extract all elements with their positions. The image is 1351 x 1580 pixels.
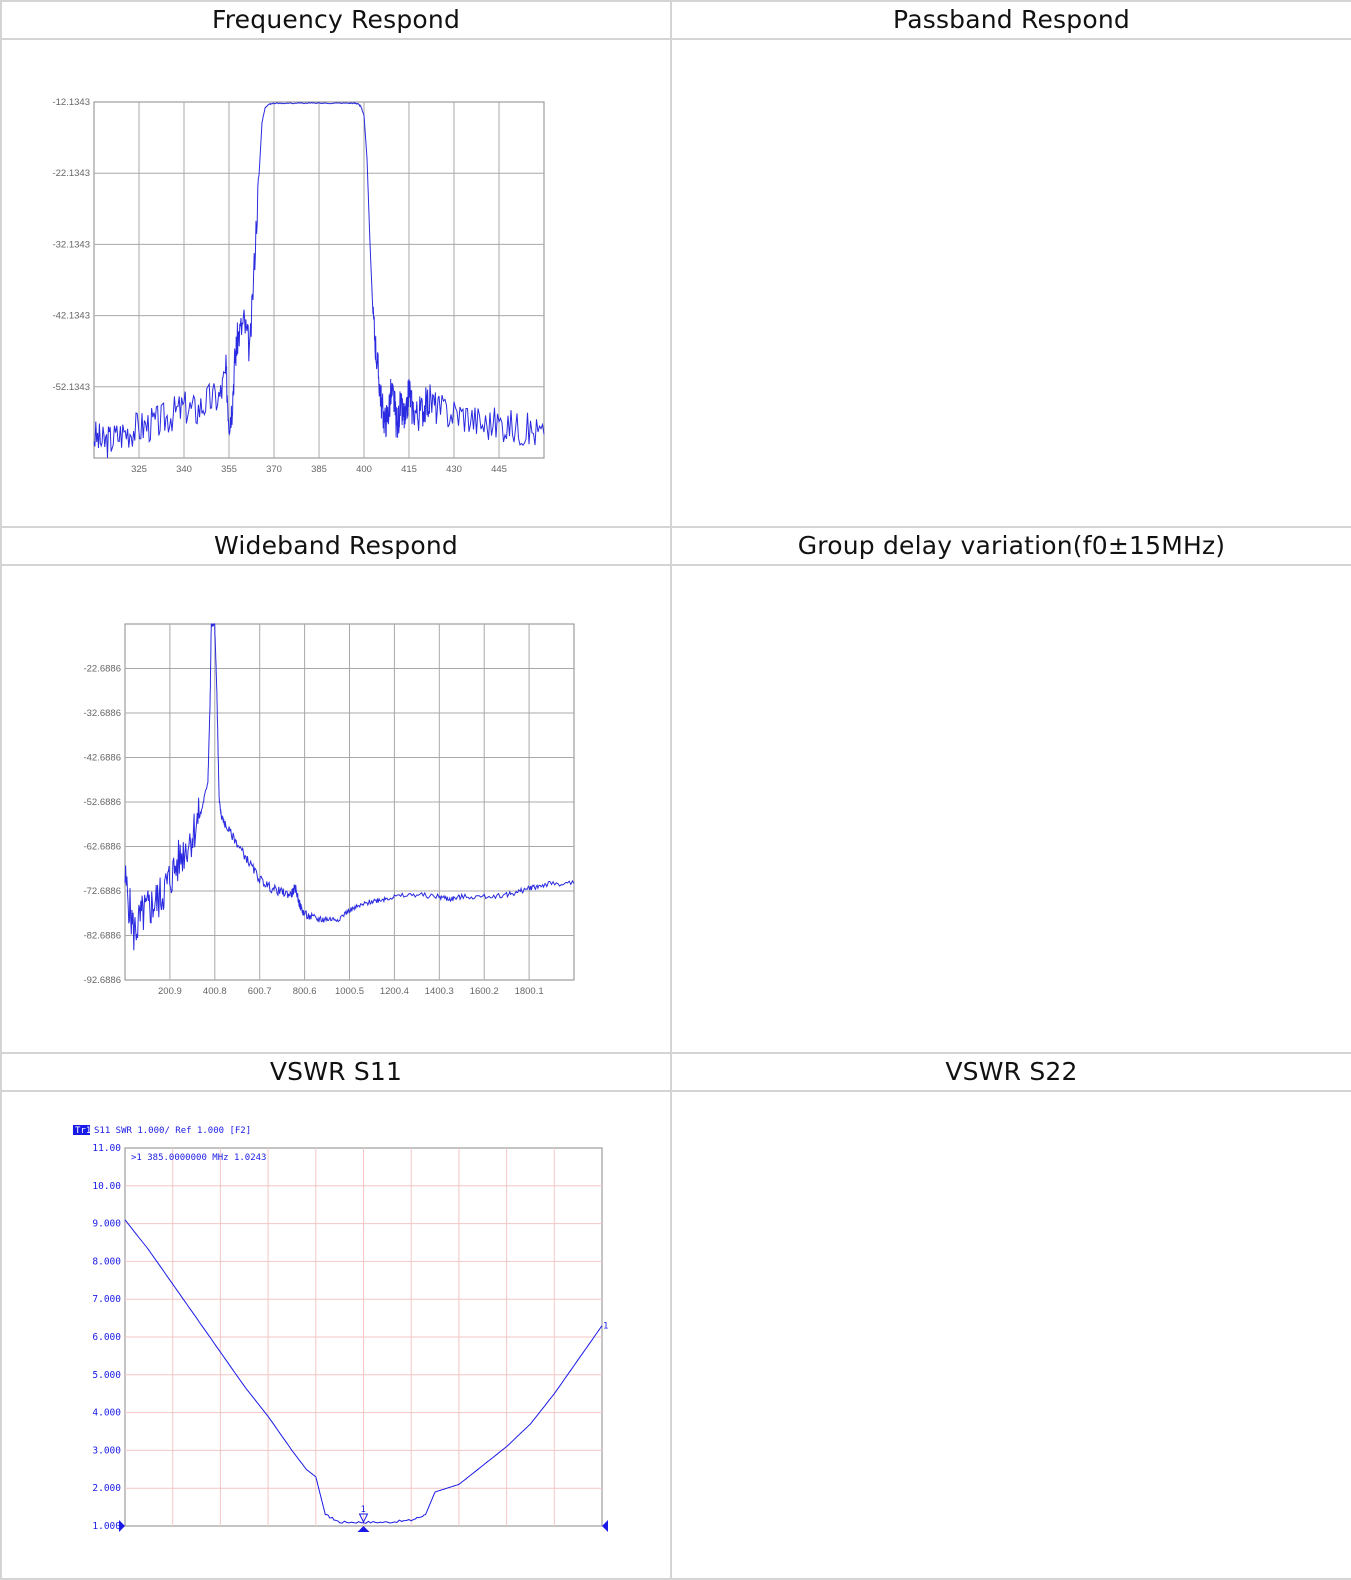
s11-y-tick-label: 7.000: [92, 1294, 121, 1305]
freq-series-line: [93, 102, 545, 459]
freq-x-tick-label: 385: [311, 464, 327, 475]
passband-respond-title: Passband Respond: [670, 0, 1351, 40]
wide-y-tick-label: -72.6886: [83, 886, 121, 897]
frequency-respond-cell: -12.1343 -22.1343 -32.1343 -42.1343 -52.1343…: [0, 38, 672, 528]
freq-y-tick-label: -52.1343: [52, 382, 90, 393]
vswr-s22-chart: 11.0010.009.0008.0007.0006.0005.0004.000…: [672, 1092, 1351, 1578]
vswr-s11-cell: 11.00 10.00 9.000 8.000 7.000 6.000 5.000 4.000…: [0, 1090, 672, 1580]
wide-series-line: [124, 622, 575, 951]
s11-trace-tag: Tr1: [75, 1126, 91, 1136]
s11-y-tick-label: 3.000: [92, 1445, 121, 1456]
wideband-respond-cell: -22.6886 -32.6886 -42.6886 -52.6886 -62.6886…: [0, 564, 672, 1054]
passband-respond-cell: -7-8-9-10-11-12-13-14-15-163.43.53.63.73…: [670, 38, 1351, 528]
freq-y-tick-label: -42.1343: [52, 311, 90, 322]
s11-series-line: [124, 1219, 603, 1524]
s11-y-tick-label: 6.000: [92, 1332, 121, 1343]
group-delay-title: Group delay variation(f0±15MHz): [670, 526, 1351, 566]
freq-x-tick-label: 400: [356, 464, 372, 475]
freq-x-tick-label: 355: [221, 464, 237, 475]
s11-y-tick-label: 9.000: [92, 1219, 121, 1230]
freq-y-tick-label: -32.1343: [52, 239, 90, 250]
s11-y-tick-label: 11.00: [92, 1143, 121, 1154]
s11-y-tick-label: 4.000: [92, 1408, 121, 1419]
vswr-s22-title: VSWR S22: [670, 1052, 1351, 1092]
wide-x-tick-label: 600.7: [248, 986, 272, 997]
vswr-s11-chart: 11.00 10.00 9.000 8.000 7.000 6.000 5.000 4.000…: [73, 1125, 608, 1532]
s11-trace-tag-bg: [73, 1125, 90, 1135]
group-delay-chart: 133.5n*103.5n73.47n43.47n13.47n-16.53n-4…: [672, 566, 1351, 1052]
s11-ref-arrow-left: [119, 1520, 125, 1532]
wide-x-tick-label: 400.8: [203, 986, 227, 997]
freq-x-tick-label: 430: [446, 464, 462, 475]
s11-y-tick-label: 5.000: [92, 1370, 121, 1381]
wide-y-tick-label: -32.6886: [83, 708, 121, 719]
s11-marker-triangle: [358, 1513, 369, 1524]
freq-y-tick-label: -22.1343: [52, 168, 90, 179]
wide-y-tick-label: -82.6886: [83, 931, 121, 942]
s11-y-tick-label: 10.00: [92, 1181, 121, 1192]
s11-y-tick-label: 8.000: [92, 1256, 121, 1267]
vswr-s22-cell: 11.0010.009.0008.0007.0006.0005.0004.000…: [670, 1090, 1351, 1580]
freq-x-tick-label: 415: [401, 464, 417, 475]
wide-y-tick-label: -42.6886: [83, 753, 121, 764]
wide-y-tick-label: -92.6886: [83, 975, 121, 986]
freq-x-tick-label: 370: [266, 464, 282, 475]
wide-y-tick-label: -52.6886: [83, 797, 121, 808]
wide-x-tick-label: 800.6: [293, 986, 317, 997]
frequency-respond-chart: -12.1343 -22.1343 -32.1343 -42.1343 -52.1343…: [52, 97, 545, 475]
freq-x-tick-label: 325: [131, 464, 147, 475]
s11-bottom-marker: [357, 1526, 370, 1532]
s11-ref-arrow-right: [602, 1520, 608, 1532]
wide-x-tick-label: 1000.5: [335, 986, 364, 997]
freq-x-tick-label: 445: [491, 464, 507, 475]
s11-y-tick-label: 2.000: [92, 1483, 121, 1494]
passband-respond-chart: -7-8-9-10-11-12-13-14-15-163.43.53.63.73…: [672, 40, 1351, 526]
s11-marker-readout: >1 385.0000000 MHz 1.0243: [131, 1153, 266, 1163]
wide-x-tick-label: 1200.4: [380, 986, 409, 997]
freq-x-tick-label: 340: [176, 464, 192, 475]
s11-end-label: 1: [603, 1322, 608, 1332]
group-delay-cell: 133.5n*103.5n73.47n43.47n13.47n-16.53n-4…: [670, 564, 1351, 1054]
wideband-respond-chart: -22.6886 -32.6886 -42.6886 -52.6886 -62.6886…: [83, 622, 575, 997]
s11-marker-label: 1: [361, 1505, 366, 1515]
wide-y-tick-label: -22.6886: [83, 664, 121, 675]
wide-x-tick-label: 200.9: [158, 986, 182, 997]
wide-x-tick-label: 1400.3: [425, 986, 454, 997]
wideband-respond-title: Wideband Respond: [0, 526, 672, 566]
frequency-respond-title: Frequency Respond: [0, 0, 672, 40]
wide-y-tick-label: -62.6886: [83, 842, 121, 853]
s11-y-tick-label: 1.000: [92, 1521, 121, 1532]
wide-x-tick-label: 1800.1: [515, 986, 544, 997]
vswr-s11-title: VSWR S11: [0, 1052, 672, 1092]
wide-x-tick-label: 1600.2: [470, 986, 499, 997]
s11-header-text: S11 SWR 1.000/ Ref 1.000 [F2]: [94, 1126, 251, 1136]
freq-y-tick-label: -12.1343: [52, 97, 90, 108]
